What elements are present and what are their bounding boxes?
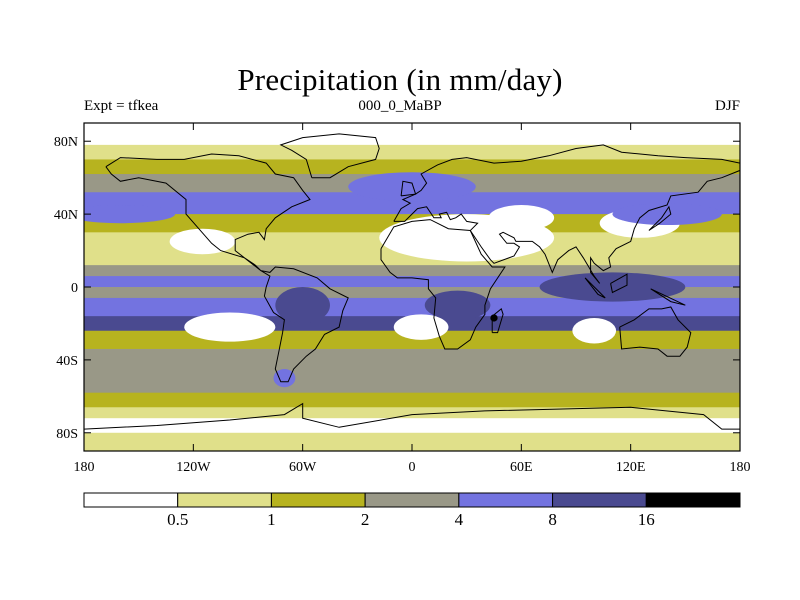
colorbar-label: 1	[267, 510, 276, 529]
precip-feature	[84, 205, 176, 224]
coastline	[393, 144, 740, 284]
y-tick-label: 40N	[54, 208, 78, 223]
zonal-band	[84, 250, 740, 266]
colorbar-box	[364, 492, 460, 508]
y-tick-label: 40S	[56, 354, 78, 369]
precipitation-field	[84, 123, 740, 451]
x-tick-label: 60E	[510, 460, 533, 475]
x-tick-label: 60W	[289, 460, 317, 475]
zonal-band	[84, 432, 740, 451]
zonal-band	[84, 407, 740, 419]
precip-feature	[539, 272, 686, 302]
coastline	[584, 277, 606, 299]
zonal-band	[84, 418, 740, 434]
experiment-label: Expt = tfkea	[84, 98, 159, 114]
zonal-band	[84, 348, 740, 394]
coastline	[279, 133, 380, 179]
coastlines	[84, 133, 740, 430]
colorbar-label: 16	[638, 510, 655, 529]
colorbar: 0.5 1 2 4 8 16	[83, 492, 741, 529]
coastline	[619, 306, 692, 357]
season-label: DJF	[714, 98, 740, 114]
y-tick-label: 0	[71, 281, 78, 296]
zonal-band	[84, 123, 740, 146]
coastline	[648, 205, 672, 231]
colorbar-box	[458, 492, 554, 508]
y-axis: 80N 40N 0 40S 80S	[54, 135, 740, 442]
precip-feature	[490, 314, 498, 322]
colorbar-label: 4	[455, 510, 464, 529]
x-tick-label: 180	[74, 460, 95, 475]
zonal-band	[84, 265, 740, 277]
precip-feature	[169, 228, 236, 255]
zonal-band	[84, 144, 740, 160]
x-tick-label: 120W	[176, 460, 211, 475]
precip-feature	[572, 317, 617, 344]
precip-feature	[275, 287, 330, 324]
coastline	[84, 402, 740, 430]
time-period-label: 000_0_MaBP	[358, 98, 442, 114]
precip-feature	[348, 172, 476, 202]
coastline	[400, 180, 417, 197]
zonal-band	[84, 159, 740, 175]
colorbar-box	[270, 492, 366, 508]
colorbar-box	[83, 492, 179, 508]
coastline	[491, 308, 504, 334]
chart-title: Precipitation (in mm/day)	[237, 62, 563, 97]
colorbar-label: 8	[548, 510, 557, 529]
zonal-band	[84, 297, 740, 317]
x-tick-label: 180	[730, 460, 751, 475]
precip-feature	[184, 312, 276, 342]
precip-feature	[424, 290, 491, 320]
precip-feature	[393, 314, 449, 340]
zonal-band	[84, 192, 740, 215]
y-tick-label: 80S	[56, 427, 78, 442]
precip-feature	[273, 369, 296, 388]
colorbar-box	[552, 492, 647, 508]
x-tick-label: 120E	[616, 460, 646, 475]
colorbar-label: 2	[361, 510, 370, 529]
coastline	[105, 153, 349, 383]
x-axis: 180 120W 60W 0 60E 120E 180	[74, 123, 751, 475]
coastline	[650, 288, 686, 306]
precip-feature	[612, 203, 722, 226]
coastline	[380, 219, 506, 350]
coastline	[610, 273, 628, 294]
colorbar-label: 0.5	[167, 510, 188, 529]
precip-feature	[488, 205, 555, 231]
x-tick-label: 0	[409, 460, 416, 475]
y-tick-label: 80N	[54, 135, 78, 150]
zonal-band	[84, 392, 740, 408]
colorbar-box	[177, 492, 272, 508]
zonal-band	[84, 287, 740, 299]
zonal-band	[84, 276, 740, 288]
colorbar-box	[645, 492, 741, 508]
